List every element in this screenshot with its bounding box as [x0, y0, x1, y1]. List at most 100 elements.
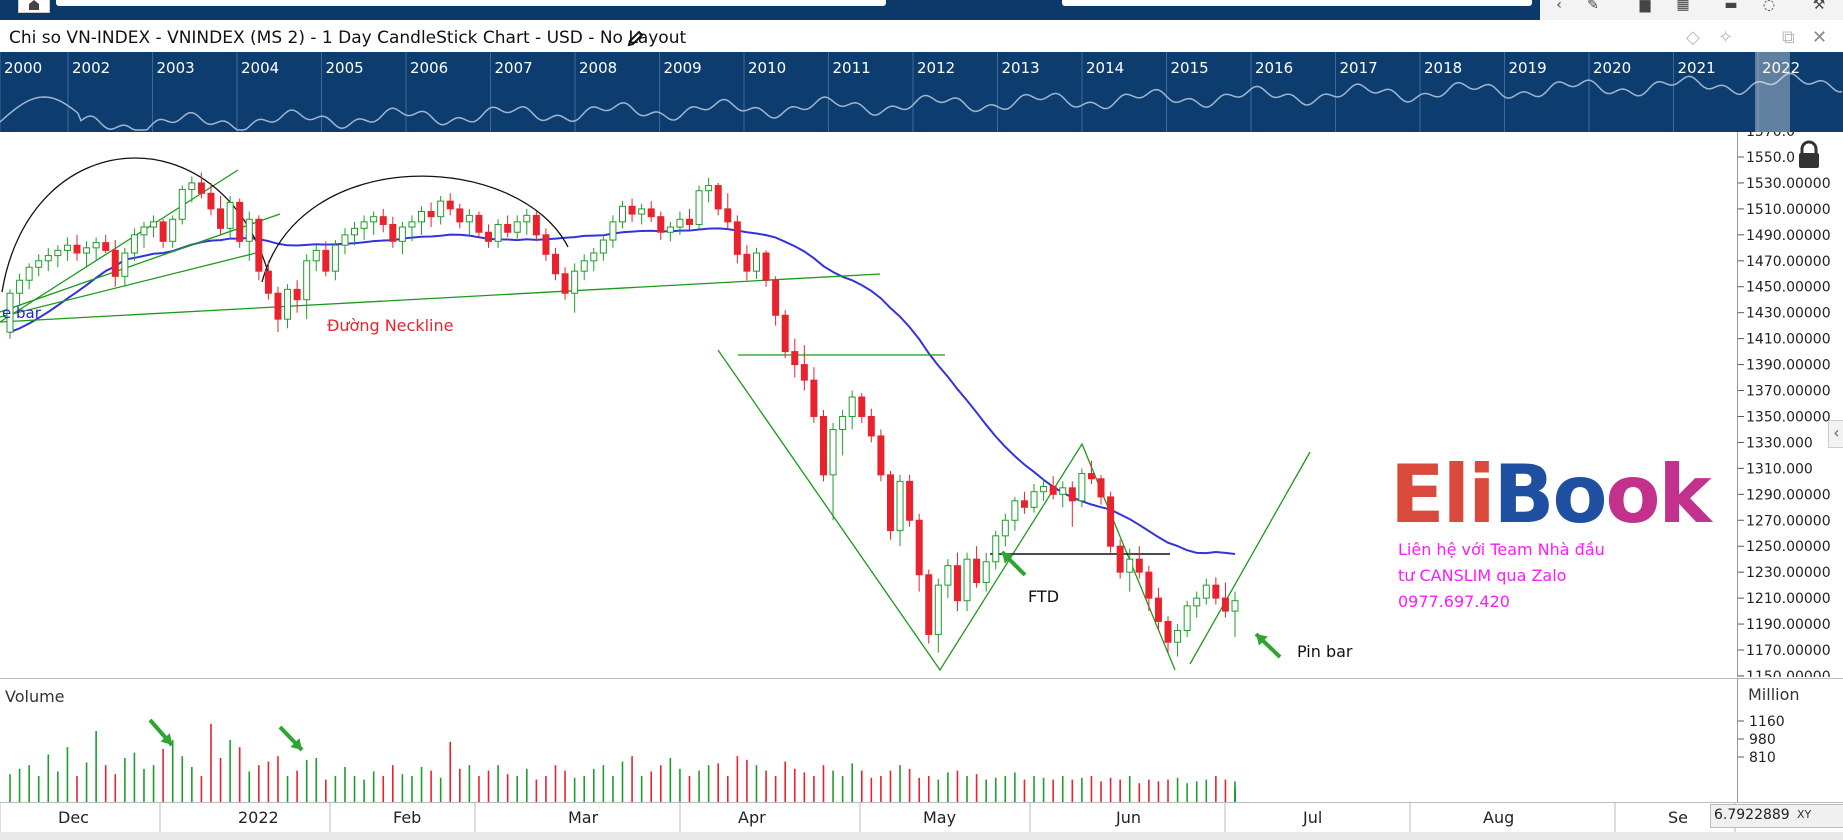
- price-y-axis[interactable]: 1570.0 1550.0 1530.00000 1510.00000 1490.000…: [1737, 132, 1843, 677]
- candle: [92, 237, 100, 261]
- candle: [800, 345, 808, 391]
- candle: [188, 176, 196, 203]
- navigator-chart[interactable]: 2000 2002 2003 2004 2005 2006 2007 2008 2009 2010…: [0, 52, 1843, 132]
- x-tick-label: Se: [1668, 808, 1688, 827]
- candle: [437, 195, 445, 225]
- candle: [953, 552, 961, 612]
- back-icon[interactable]: ‹: [1556, 0, 1562, 13]
- volume-y-axis: Million 1160 980 810: [1737, 678, 1843, 803]
- candle: [1030, 483, 1038, 513]
- candle: [1164, 616, 1172, 653]
- time-x-axis[interactable]: Dec 2022 Feb Mar Apr May Jun Jul Aug Se: [0, 802, 1843, 833]
- candle: [475, 211, 483, 238]
- volume-chart-svg[interactable]: [0, 679, 1737, 803]
- restore-icon[interactable]: ⧉: [1782, 27, 1795, 48]
- y-tick-label: 1250.00000: [1746, 539, 1831, 555]
- candle: [915, 513, 923, 592]
- pin-bar-arrow-icon: [1254, 632, 1282, 659]
- wrench-icon[interactable]: ⚒: [1812, 0, 1826, 13]
- edit-title-icon[interactable]: [626, 28, 646, 48]
- navigator-history-line: [0, 72, 1843, 131]
- candle: [226, 195, 234, 238]
- x-tick-label: May: [923, 808, 956, 827]
- y-tick-label: 1570.0: [1746, 132, 1795, 140]
- link-icon[interactable]: ◌: [1762, 0, 1776, 13]
- candle: [418, 206, 426, 235]
- candle: [1135, 546, 1143, 579]
- pencil-icon[interactable]: ✎: [1587, 0, 1599, 13]
- home-button[interactable]: [18, 0, 50, 13]
- candle: [83, 241, 91, 268]
- y-tick-label: 1470.00000: [1746, 254, 1831, 270]
- navigator-year-label: 2019: [1509, 59, 1547, 77]
- y-tick-label: 1230.00000: [1746, 565, 1831, 581]
- x-tick-label: Feb: [393, 808, 421, 827]
- coordinate-value: 6.7922889: [1714, 807, 1790, 823]
- volume-tick-label: 810: [1749, 750, 1776, 766]
- coordinate-readout[interactable]: 6.7922889 XY: [1710, 804, 1843, 828]
- x-tick-label: Jul: [1302, 808, 1322, 827]
- candle: [322, 241, 330, 277]
- candle: [1231, 591, 1239, 638]
- candle: [1193, 591, 1201, 618]
- bottom-scroll-strip[interactable]: [0, 832, 1843, 840]
- candle: [427, 202, 435, 228]
- contact-phone: 0977.697.420: [1398, 592, 1510, 611]
- candle: [360, 215, 368, 241]
- candle: [303, 254, 311, 320]
- candle: [264, 260, 272, 300]
- candle: [44, 247, 52, 272]
- candle: [111, 240, 119, 287]
- x-tick-label: Mar: [568, 808, 599, 827]
- candle: [724, 193, 732, 229]
- volume-tick-label: 980: [1749, 732, 1776, 748]
- y-tick-label: 1210.00000: [1746, 591, 1831, 607]
- candle: [504, 215, 512, 238]
- close-icon[interactable]: ✕: [1812, 27, 1828, 48]
- diamond-icon[interactable]: ◇: [1686, 27, 1700, 48]
- candle: [408, 215, 416, 242]
- volume-y-axis-svg: 1160 980 810: [1738, 714, 1785, 766]
- candle: [906, 474, 914, 527]
- pin-icon[interactable]: ✧: [1718, 27, 1734, 48]
- price-chart-svg[interactable]: [0, 132, 1737, 677]
- navigator-year-label: 2011: [833, 59, 871, 77]
- grid-icon[interactable]: ▦: [1676, 0, 1690, 13]
- candle: [886, 470, 894, 540]
- candle: [877, 429, 885, 482]
- candle: [293, 280, 301, 313]
- lock-icon[interactable]: [1796, 140, 1822, 170]
- chart-titlebar: Chi so VN-INDEX - VNINDEX (MS 2) - 1 Day…: [0, 24, 1843, 50]
- toolbar-field[interactable]: [56, 0, 886, 6]
- candle: [925, 569, 933, 644]
- candle: [666, 221, 674, 242]
- candle: [609, 215, 617, 248]
- y-tick-label: 1410.00000: [1746, 332, 1831, 348]
- y-axis-svg: 1570.0 1550.0 1530.00000 1510.00000 1490.000…: [1738, 132, 1831, 677]
- candle: [896, 474, 904, 547]
- price-plot[interactable]: [0, 132, 1737, 677]
- recovery-trend-line: [1189, 451, 1311, 665]
- layout-icon[interactable]: ▆: [1639, 0, 1651, 13]
- candle: [571, 263, 579, 313]
- xy-mode-toggle[interactable]: XY: [1797, 808, 1812, 821]
- volume-unit: Million: [1748, 685, 1800, 704]
- y-tick-label: 1450.00000: [1746, 280, 1831, 296]
- navigator-year-label: 2021: [1678, 59, 1716, 77]
- navigator-year-label: 2002: [72, 59, 110, 77]
- candle: [1011, 496, 1019, 531]
- navigator-year-label: 2014: [1086, 59, 1124, 77]
- candle: [255, 215, 263, 281]
- navigator-strip[interactable]: 2000 2002 2003 2004 2005 2006 2007 2008 2009 2010…: [0, 52, 1843, 132]
- volume-arrow-icon-1: [148, 718, 174, 747]
- collapse-panel-icon[interactable]: ‹: [1828, 420, 1843, 448]
- candle: [245, 211, 253, 261]
- candle: [6, 289, 14, 339]
- list-icon[interactable]: ▬: [1724, 0, 1738, 13]
- candle: [197, 172, 205, 199]
- candle: [934, 578, 942, 653]
- candle: [351, 221, 359, 246]
- candle: [274, 286, 282, 333]
- toolbar-search[interactable]: [1062, 0, 1532, 6]
- volume-panel[interactable]: Volume: [0, 678, 1737, 803]
